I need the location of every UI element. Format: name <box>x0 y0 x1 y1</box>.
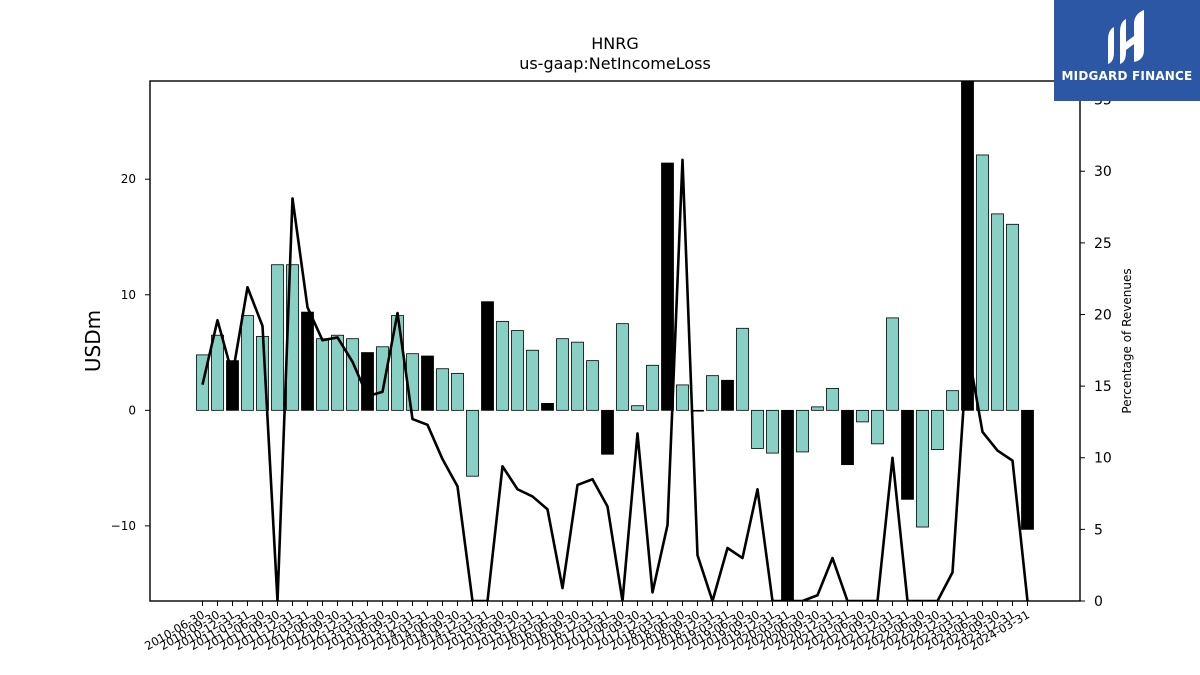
bar-2017-03-31 <box>601 409 614 455</box>
bar-2017-12-31 <box>646 364 659 411</box>
bar-2013-06-30 <box>376 346 389 411</box>
bar-2012-06-30 <box>316 338 329 411</box>
chart-title: HNRG <box>591 34 639 53</box>
bar-2016-03-31 <box>541 402 554 411</box>
bar-2012-03-31 <box>301 311 314 411</box>
bar-2019-09-30 <box>751 409 764 449</box>
y2-tick-label: 30 <box>1094 164 1112 180</box>
y2-tick-label: 5 <box>1094 522 1103 538</box>
plot-bottom-mask <box>150 601 1080 675</box>
logo-text: MIDGARD FINANCE <box>1061 69 1193 83</box>
bar-2021-12-31 <box>886 317 899 411</box>
line-series <box>201 158 1029 603</box>
bar-2019-03-31 <box>721 379 734 411</box>
bar-2018-06-30 <box>676 384 689 411</box>
logo-badge: MIDGARD FINANCE <box>1054 0 1200 101</box>
y2-tick-label: 25 <box>1094 236 1112 252</box>
y-tick-label: 10 <box>121 288 136 302</box>
y2-axis-label: Percentage of Revenues <box>1120 268 1134 413</box>
bar-2023-09-30 <box>991 213 1004 411</box>
bar-2014-09-30 <box>451 372 464 411</box>
bar-2020-03-31 <box>781 409 794 602</box>
bar-2021-09-30 <box>871 409 884 445</box>
bar-2011-09-30 <box>271 264 284 411</box>
bar-2022-09-30 <box>931 409 944 451</box>
bar-2017-06-30 <box>616 323 629 411</box>
y-tick-label: 0 <box>128 403 136 417</box>
bar-2010-09-30 <box>211 334 224 411</box>
bar-2022-06-30 <box>916 409 929 528</box>
bar-2020-09-30 <box>811 406 824 411</box>
bar-2019-06-30 <box>736 327 749 411</box>
bar-2021-03-31 <box>841 409 854 466</box>
bar-2016-06-30 <box>556 338 569 411</box>
y2-tick-label: 15 <box>1094 379 1112 395</box>
bar-2018-03-31 <box>661 162 674 411</box>
y2-tick-label: 10 <box>1094 451 1112 467</box>
bar-2020-06-30 <box>796 409 809 453</box>
bar-2014-03-31 <box>421 355 434 411</box>
midgard-logo-icon <box>1108 10 1144 64</box>
y2-tick-label: 20 <box>1094 307 1112 323</box>
bar-2023-06-30 <box>976 154 989 411</box>
bar-2020-12-31 <box>826 387 839 411</box>
plot-top-mask <box>150 0 1080 81</box>
bar-2019-12-31 <box>766 409 779 454</box>
bar-2010-12-31 <box>226 360 239 411</box>
bar-2013-03-31 <box>361 352 374 411</box>
bar-2011-03-31 <box>241 315 254 411</box>
bar-2022-03-31 <box>901 409 914 500</box>
plot-frame <box>149 80 1081 602</box>
bar-2018-12-31 <box>706 375 719 411</box>
y-tick-label: 20 <box>121 172 136 186</box>
chart-subtitle: us-gaap:NetIncomeLoss <box>519 54 711 73</box>
bar-2015-06-30 <box>496 320 509 411</box>
bar-2022-12-31 <box>946 390 959 411</box>
bar-2015-12-31 <box>526 349 539 411</box>
bar-2016-09-30 <box>571 341 584 411</box>
bar-2023-12-31 <box>1006 223 1019 411</box>
bar-2016-12-31 <box>586 360 599 411</box>
bar-2012-09-30 <box>331 334 344 411</box>
y2-tick-label: 0 <box>1094 594 1103 610</box>
bar-2015-03-31 <box>481 301 494 411</box>
bar-2014-06-30 <box>436 368 449 411</box>
bar-2024-03-31 <box>1021 409 1034 530</box>
bar-2021-06-30 <box>856 409 869 423</box>
y-axis-label: USDm <box>81 310 105 372</box>
y-tick-label: −10 <box>111 519 136 533</box>
bar-2014-12-31 <box>466 409 479 477</box>
bar-2017-09-30 <box>631 405 644 411</box>
bar-2015-09-30 <box>511 330 524 411</box>
